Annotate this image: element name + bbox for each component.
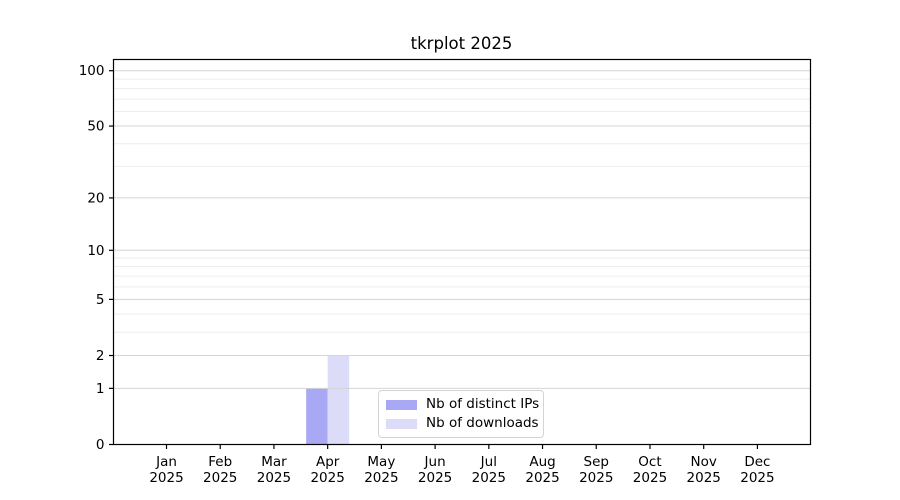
y-tick-label: 10 bbox=[87, 243, 104, 259]
legend-swatch-downloads bbox=[386, 418, 417, 429]
x-tick-label-year: 2025 bbox=[364, 470, 398, 486]
x-tick-label-year: 2025 bbox=[203, 470, 237, 486]
y-tick-label: 20 bbox=[87, 190, 104, 206]
x-tick-label-month: Jul bbox=[480, 454, 497, 470]
y-tick-label: 1 bbox=[96, 381, 105, 397]
legend-item-downloads: Nb of downloads bbox=[386, 415, 539, 432]
legend-label-distinct-ips: Nb of distinct IPs bbox=[426, 396, 540, 412]
y-tick-label: 5 bbox=[96, 292, 105, 308]
x-tick-label-month: May bbox=[367, 454, 395, 470]
x-tick-label-year: 2025 bbox=[257, 470, 291, 486]
x-tick-label-month: Dec bbox=[744, 454, 770, 470]
x-tick-label-year: 2025 bbox=[687, 470, 721, 486]
bar-distinct-ips bbox=[306, 388, 328, 445]
y-tick-label: 0 bbox=[96, 437, 105, 453]
x-tick-label-month: Jun bbox=[424, 454, 446, 470]
x-tick-label-year: 2025 bbox=[149, 470, 183, 486]
legend-item-distinct-ips: Nb of distinct IPs bbox=[386, 396, 539, 413]
legend-swatch-distinct-ips bbox=[386, 399, 417, 410]
x-tick-label-year: 2025 bbox=[740, 470, 774, 486]
x-tick-label-year: 2025 bbox=[418, 470, 452, 486]
plot-frame bbox=[112, 58, 812, 446]
y-tick-label: 100 bbox=[79, 63, 105, 79]
x-tick-label-year: 2025 bbox=[633, 470, 667, 486]
x-tick-label-month: Oct bbox=[638, 454, 661, 470]
x-tick-label-month: Jan bbox=[155, 454, 177, 470]
y-tick-label: 50 bbox=[87, 119, 104, 135]
x-tick-label-month: Feb bbox=[208, 454, 232, 470]
x-tick-label-month: Apr bbox=[316, 454, 340, 470]
legend: Nb of distinct IPs Nb of downloads bbox=[378, 390, 544, 438]
x-tick-label-year: 2025 bbox=[472, 470, 506, 486]
x-tick-label-year: 2025 bbox=[525, 470, 559, 486]
x-tick-label-month: Mar bbox=[261, 454, 287, 470]
x-tick-label-month: Nov bbox=[691, 454, 717, 470]
bar-downloads bbox=[327, 355, 350, 445]
x-tick-label-month: Sep bbox=[584, 454, 609, 470]
x-tick-label-month: Aug bbox=[529, 454, 555, 470]
x-tick-label-year: 2025 bbox=[310, 470, 344, 486]
legend-label-downloads: Nb of downloads bbox=[426, 415, 539, 431]
x-tick-label-year: 2025 bbox=[579, 470, 613, 486]
chart-title: tkrplot 2025 bbox=[410, 34, 513, 53]
y-tick-label: 2 bbox=[96, 348, 105, 364]
